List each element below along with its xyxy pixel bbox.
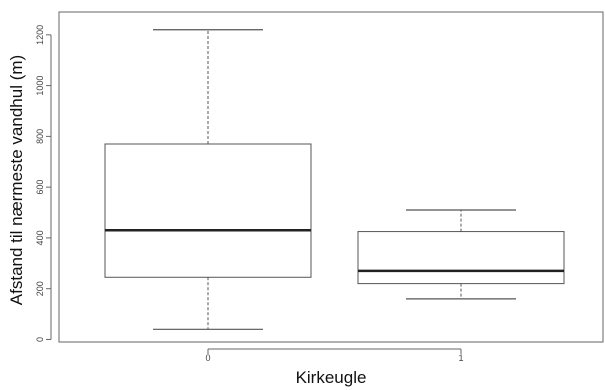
x-tick-label: 1 <box>458 353 463 363</box>
y-tick-label: 600 <box>35 180 45 195</box>
y-tick-label: 400 <box>35 230 45 245</box>
iqr-box <box>104 143 312 278</box>
x-axis-title: Kirkeugle <box>296 368 367 387</box>
y-tick-label: 0 <box>35 337 45 342</box>
plot-frame <box>58 11 604 343</box>
iqr-box <box>357 231 565 285</box>
y-tick-label: 200 <box>35 281 45 296</box>
boxes <box>104 29 565 330</box>
y-axis: 0 200 400 600 800 1000 1200 <box>35 25 52 342</box>
box-group-0 <box>104 29 312 330</box>
y-tick-label: 1200 <box>35 25 45 45</box>
y-axis-title: Afstand til nærmeste vandhul (m) <box>7 55 26 305</box>
y-tick-label: 800 <box>35 129 45 144</box>
y-tick-label: 1000 <box>35 76 45 96</box>
x-tick-label: 0 <box>205 353 210 363</box>
box-group-1 <box>357 209 565 300</box>
